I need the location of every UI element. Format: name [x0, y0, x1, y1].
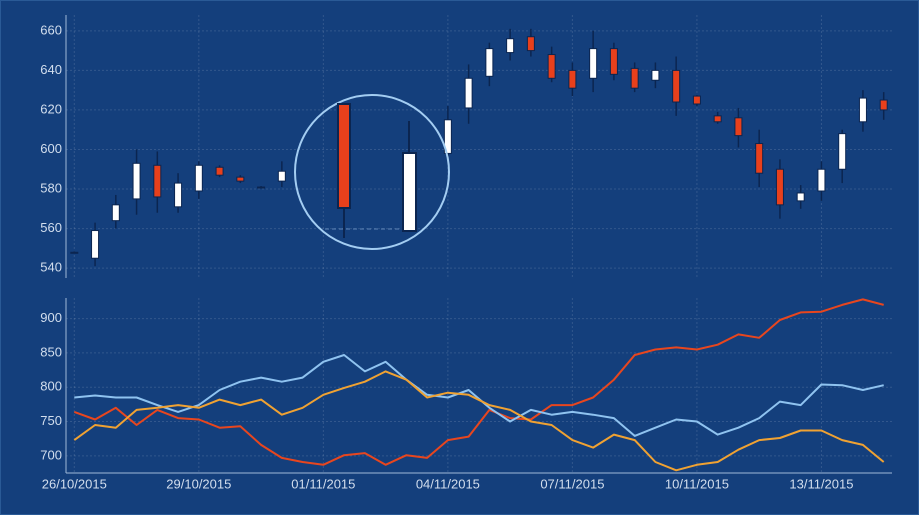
x-tick-label: 29/10/2015 [166, 476, 231, 491]
candle-body [257, 186, 266, 189]
y-tick-label: 600 [40, 141, 62, 156]
candle-body [775, 168, 784, 206]
y-tick-label: 640 [40, 62, 62, 77]
x-tick-label: 26/10/2015 [42, 476, 107, 491]
x-tick-label: 04/11/2015 [416, 476, 480, 491]
x-tick-label: 13/11/2015 [789, 476, 853, 491]
candle-body [651, 69, 660, 81]
candle-body [817, 168, 826, 192]
candle-body [692, 95, 701, 105]
y-tick-label: 540 [40, 260, 62, 275]
candle-body [443, 119, 452, 154]
y-tick-label: 620 [40, 101, 62, 116]
candle-body [91, 230, 100, 259]
y-tick-label: 750 [40, 413, 62, 428]
candle-body [630, 67, 639, 89]
candle-body [111, 204, 120, 222]
candle-body [858, 97, 867, 123]
candle-body [526, 36, 535, 52]
candle-body [734, 117, 743, 137]
candle-body [879, 99, 888, 111]
candle-body [277, 170, 286, 182]
candle-body [672, 69, 681, 103]
y-tick-label: 660 [40, 22, 62, 37]
candle-body [194, 164, 203, 192]
candle-body [485, 48, 494, 77]
candle-body [755, 143, 764, 174]
x-tick-label: 01/11/2015 [291, 476, 355, 491]
candle-body [153, 164, 162, 198]
candle-body [609, 48, 618, 75]
zoom-icon [294, 94, 450, 250]
candle-body [589, 48, 598, 79]
zoom-candle [402, 152, 417, 232]
y-tick-label: 900 [40, 310, 62, 325]
candle-body [796, 192, 805, 202]
candle-body [132, 162, 141, 200]
candle-body [215, 166, 224, 176]
y-tick-label: 700 [40, 447, 62, 462]
candle-body [547, 54, 556, 79]
candle-body [568, 69, 577, 89]
candle-body [464, 77, 473, 109]
candle-body [713, 115, 722, 123]
candle-body [506, 38, 515, 54]
line-series [73, 370, 885, 472]
candle-body [70, 251, 79, 254]
line-series [73, 298, 884, 466]
x-tick-label: 07/11/2015 [540, 476, 604, 491]
candle-body [838, 133, 847, 170]
candle-body [174, 182, 183, 208]
y-tick-label: 560 [40, 220, 62, 235]
zoom-circle [294, 94, 450, 250]
zoom-candle [337, 103, 351, 209]
x-tick-label: 10/11/2015 [665, 476, 729, 491]
y-tick-label: 850 [40, 344, 62, 359]
y-tick-label: 800 [40, 379, 62, 394]
y-tick-label: 580 [40, 180, 62, 195]
candle-body [236, 176, 245, 182]
